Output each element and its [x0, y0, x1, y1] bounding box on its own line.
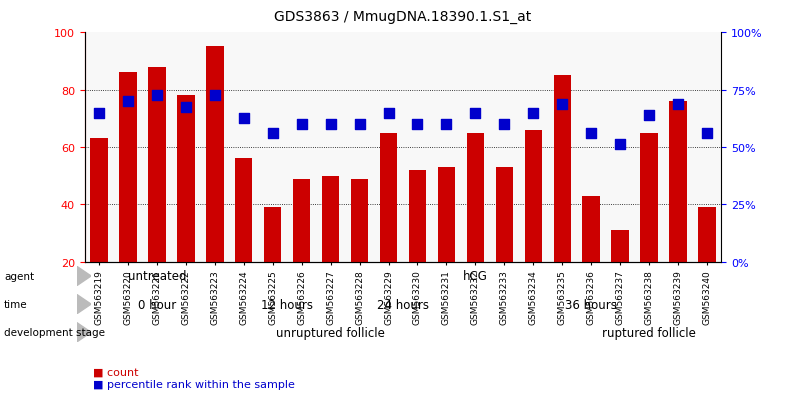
Text: untreated: untreated — [127, 270, 186, 283]
Text: 36 hours: 36 hours — [565, 298, 617, 311]
Bar — [698, 208, 716, 262]
Polygon shape — [77, 266, 91, 286]
Point — [237, 116, 250, 122]
Bar — [351, 179, 368, 262]
Point — [700, 130, 713, 137]
Polygon shape — [77, 323, 91, 342]
Bar — [640, 133, 658, 262]
Point — [556, 101, 569, 108]
Point — [353, 121, 366, 128]
Text: 12 hours: 12 hours — [261, 298, 314, 311]
Point — [209, 93, 222, 100]
Text: unruptured follicle: unruptured follicle — [276, 326, 385, 339]
Point — [411, 121, 424, 128]
Point — [584, 130, 597, 137]
Bar — [380, 133, 397, 262]
Bar — [177, 96, 194, 262]
Point — [324, 121, 337, 128]
Point — [440, 121, 453, 128]
Point — [180, 104, 193, 111]
Bar — [467, 133, 484, 262]
Bar — [554, 76, 571, 262]
Text: hCG: hCG — [463, 270, 488, 283]
Bar — [293, 179, 310, 262]
Point — [642, 113, 655, 119]
Bar — [119, 73, 137, 262]
Bar — [612, 231, 629, 262]
Text: ■ percentile rank within the sample: ■ percentile rank within the sample — [93, 379, 294, 389]
Point — [469, 110, 482, 116]
Bar — [322, 176, 339, 262]
Text: GDS3863 / MmugDNA.18390.1.S1_at: GDS3863 / MmugDNA.18390.1.S1_at — [274, 10, 532, 24]
Point — [122, 99, 135, 105]
Bar — [669, 102, 687, 262]
Bar — [409, 171, 426, 262]
Text: 24 hours: 24 hours — [377, 298, 429, 311]
Text: time: time — [4, 299, 27, 309]
Point — [527, 110, 540, 116]
Polygon shape — [77, 294, 91, 314]
Text: development stage: development stage — [4, 328, 105, 337]
Bar — [235, 159, 252, 262]
Bar — [264, 208, 281, 262]
Point — [613, 142, 626, 148]
Point — [266, 130, 279, 137]
Bar — [148, 67, 166, 262]
Bar — [90, 139, 108, 262]
Bar — [583, 196, 600, 262]
Bar — [525, 131, 542, 262]
Point — [93, 110, 106, 116]
Point — [498, 121, 511, 128]
Text: ■ count: ■ count — [93, 367, 138, 377]
Point — [151, 93, 164, 100]
Bar — [206, 47, 223, 262]
Point — [671, 101, 684, 108]
Bar — [496, 168, 513, 262]
Point — [295, 121, 308, 128]
Text: ruptured follicle: ruptured follicle — [602, 326, 696, 339]
Text: 0 hour: 0 hour — [138, 298, 177, 311]
Text: agent: agent — [4, 271, 34, 281]
Bar — [438, 168, 455, 262]
Point — [382, 110, 395, 116]
